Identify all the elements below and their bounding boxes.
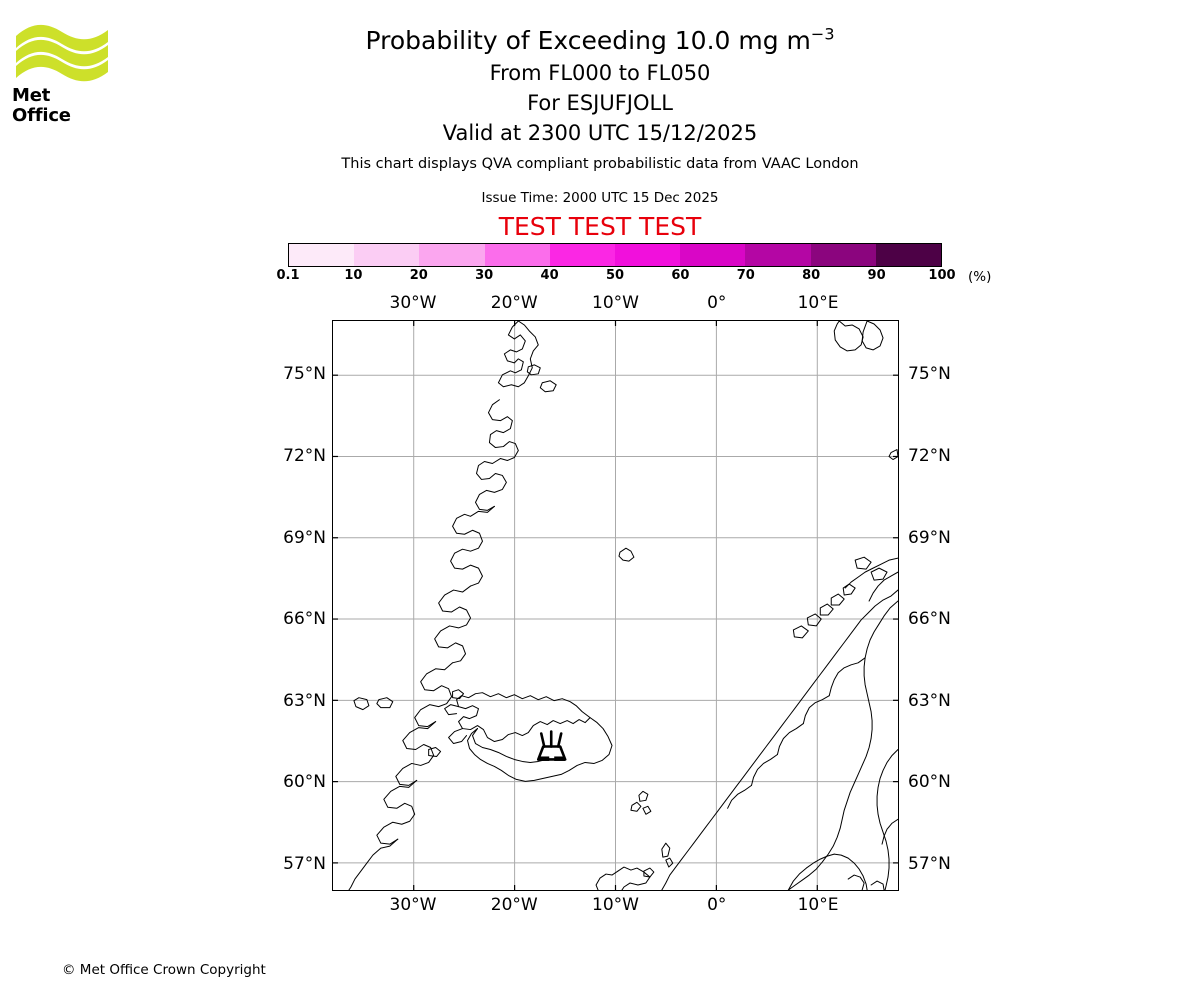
lat-label-left-66°N: 66°N	[283, 609, 326, 630]
issue-time: Issue Time: 2000 UTC 15 Dec 2025	[481, 190, 719, 206]
met-office-wave-icon	[16, 24, 108, 82]
map-canvas	[333, 321, 898, 890]
lat-label-left-69°N: 69°N	[283, 527, 326, 548]
lon-label-top-20°W: 20°W	[490, 293, 538, 313]
met-office-logo: Met Office	[12, 20, 112, 126]
flight-level-line: From FL000 to FL050	[489, 61, 711, 85]
colorbar-tick-50: 50	[605, 268, 625, 283]
colorbar-tick-70: 70	[736, 268, 755, 283]
colorbar-segment-50-60	[615, 244, 681, 266]
colorbar-segment-30-40	[484, 244, 550, 266]
lat-label-right-60°N: 60°N	[908, 772, 951, 793]
colorbar-tick-60: 60	[671, 268, 690, 283]
page-title-exponent: −3	[810, 24, 835, 44]
lat-label-left-72°N: 72°N	[283, 445, 326, 466]
lon-label-bottom-10°W: 10°W	[592, 895, 639, 915]
colorbar-tick-10: 10	[344, 268, 363, 283]
colorbar-segment-10-20	[354, 244, 420, 266]
copyright-notice: © Met Office Crown Copyright	[62, 962, 266, 978]
lon-label-top-30°W: 30°W	[389, 293, 437, 313]
colorbar-segment-0.1-10	[289, 244, 355, 266]
lon-label-top-10°W: 10°W	[592, 293, 639, 313]
lon-label-bottom-30°W: 30°W	[389, 895, 437, 915]
map-gridlines	[333, 321, 898, 890]
colorbar-segment-40-50	[549, 244, 616, 266]
lon-label-top-10°E: 10°E	[797, 293, 839, 313]
valid-time-line: Valid at 2300 UTC 15/12/2025	[442, 121, 758, 145]
colorbar-segment-20-30	[419, 244, 485, 266]
page-title-text: Probability of Exceeding 10.0 mg m	[365, 26, 811, 55]
met-office-logo-text: Met Office	[12, 85, 71, 126]
lon-label-bottom-10°E: 10°E	[797, 895, 839, 915]
volcano-line: For ESJUFJOLL	[527, 91, 673, 115]
lat-label-right-69°N: 69°N	[908, 527, 951, 548]
colorbar-segment-70-80	[745, 244, 811, 266]
lon-label-bottom-20°W: 20°W	[490, 895, 538, 915]
lat-label-left-63°N: 63°N	[283, 690, 326, 711]
page-title: Probability of Exceeding 10.0 mg m−3	[0, 24, 1200, 58]
probability-colorbar	[288, 243, 942, 267]
lat-label-right-75°N: 75°N	[908, 364, 951, 385]
colorbar-tick-80: 80	[802, 268, 821, 283]
colorbar-segment-80-90	[810, 244, 876, 266]
lat-label-left-75°N: 75°N	[283, 364, 326, 385]
colorbar-tick-90: 90	[867, 268, 886, 283]
test-banner: TEST TEST TEST	[498, 212, 702, 241]
volcano-marker-icon	[536, 730, 567, 761]
qva-note: This chart displays QVA compliant probab…	[341, 156, 859, 172]
lon-label-bottom-0°: 0°	[707, 895, 727, 915]
colorbar-tick-20: 20	[409, 268, 428, 283]
colorbar-tick-100: 100	[928, 268, 956, 283]
colorbar-segment-60-70	[680, 244, 746, 266]
colorbar-unit-label: (%)	[968, 269, 992, 285]
colorbar-tick-labels: 0.1 10 20 30 40 50 60 70 80 90 100	[276, 268, 955, 286]
map-tick-marks	[333, 321, 898, 890]
map-plot-area[interactable]	[332, 320, 899, 891]
lat-label-right-57°N: 57°N	[908, 853, 951, 874]
lat-label-left-57°N: 57°N	[283, 853, 326, 874]
lat-label-right-63°N: 63°N	[908, 690, 951, 711]
lat-label-right-66°N: 66°N	[908, 609, 951, 630]
colorbar-tick-0.1: 0.1	[276, 268, 300, 283]
lon-label-top-0°: 0°	[707, 293, 727, 313]
chart-title-block: Probability of Exceeding 10.0 mg m−3 Fro…	[0, 24, 1200, 148]
map-coastlines	[348, 321, 898, 890]
lat-label-right-72°N: 72°N	[908, 445, 951, 466]
colorbar-gradient	[288, 243, 942, 267]
lat-label-left-60°N: 60°N	[283, 772, 326, 793]
colorbar-segment-90-100	[875, 244, 942, 266]
colorbar-tick-30: 30	[475, 268, 494, 283]
colorbar-tick-40: 40	[540, 268, 559, 283]
